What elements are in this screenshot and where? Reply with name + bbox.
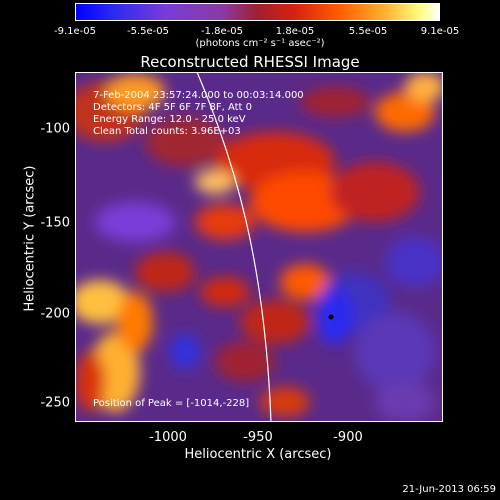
x-tick-label: -900 [333, 430, 363, 445]
info-detectors: Detectors: 4F 5F 6F 7F 8F, Att 0 [93, 102, 253, 113]
x-axis-label: Heliocentric X (arcsec) [184, 447, 332, 462]
y-axis-label: Heliocentric Y (arcsec) [22, 165, 38, 312]
y-tick-label: -150 [40, 215, 70, 231]
colorbar-tick: -9.1e-05 [54, 26, 96, 37]
colorbar-tick: 5.5e-05 [348, 26, 388, 37]
y-tick-label: -100 [40, 121, 70, 137]
colorbar-tick: -1.8e-05 [201, 26, 243, 37]
colorbar [75, 3, 440, 21]
peak-position: Position of Peak = [-1014,-228] [93, 398, 250, 409]
info-total-counts: Clean Total counts: 3.96E+03 [93, 126, 241, 137]
rhessi-image [75, 72, 443, 422]
image-title: Reconstructed RHESSI Image [140, 53, 360, 71]
y-tick-label: -200 [40, 306, 70, 322]
info-energy-range: Energy Range: 12.0 - 25.0 keV [93, 114, 246, 125]
plot-frame [75, 72, 443, 422]
colorbar-unit: (photons cm⁻² s⁻¹ asec⁻²) [195, 38, 325, 49]
x-tick-label: -950 [243, 430, 273, 445]
info-time-range: 7-Feb-2004 23:57:24.000 to 00:03:14.000 [93, 90, 304, 101]
timestamp: 21-Jun-2013 06:59 [402, 484, 496, 495]
x-tick-label: -1000 [149, 430, 187, 445]
colorbar-tick: 9.1e-05 [420, 26, 460, 37]
colorbar-tick: -5.5e-05 [127, 26, 169, 37]
colorbar-tick: 1.8e-05 [275, 26, 315, 37]
y-tick-label: -250 [40, 395, 70, 411]
